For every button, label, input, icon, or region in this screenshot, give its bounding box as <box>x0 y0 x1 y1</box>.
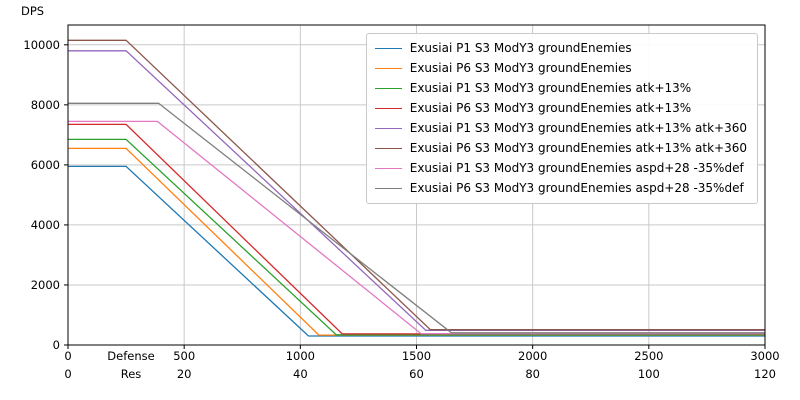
legend-line-swatch <box>374 88 402 89</box>
legend-item: Exusiai P1 S3 ModY3 groundEnemies aspd+2… <box>374 159 747 178</box>
legend-label: Exusiai P6 S3 ModY3 groundEnemies atk+13… <box>409 141 747 155</box>
x-tick-label-defense: 500 <box>173 349 195 363</box>
series-line <box>68 120 765 335</box>
x-tick-label-defense: 0 <box>64 349 71 363</box>
x-tick-label-res: 40 <box>293 367 308 381</box>
legend-line-swatch <box>374 188 402 189</box>
y-tick-label: 10000 <box>23 38 60 52</box>
legend-label: Exusiai P1 S3 ModY3 groundEnemies atk+13… <box>409 81 692 95</box>
x-tick-label-defense: 2500 <box>634 349 663 363</box>
legend-label: Exusiai P1 S3 ModY3 groundEnemies atk+13… <box>409 121 747 135</box>
legend-item: Exusiai P6 S3 ModY3 groundEnemies atk+13… <box>374 99 747 118</box>
x-tick-label-res: 20 <box>177 367 192 381</box>
x-tick-label-defense: 3000 <box>750 349 779 363</box>
y-tick-label: 6000 <box>31 158 60 172</box>
x-tick-label-res: 100 <box>638 367 660 381</box>
legend-line-swatch <box>374 168 402 169</box>
x-tick-label-defense: 2000 <box>518 349 547 363</box>
y-tick-label: 0 <box>53 338 60 352</box>
legend-label: Exusiai P1 S3 ModY3 groundEnemies <box>409 41 632 55</box>
legend-item: Exusiai P6 S3 ModY3 groundEnemies <box>374 59 747 78</box>
y-tick-label: 2000 <box>31 278 60 292</box>
series-line <box>68 102 765 334</box>
x-tick-label-res: 80 <box>525 367 540 381</box>
x-tick-label-defense: 1500 <box>402 349 431 363</box>
legend-line-swatch <box>374 128 402 129</box>
x-tick-label-res: 0 <box>64 367 71 381</box>
legend-label: Exusiai P6 S3 ModY3 groundEnemies atk+13… <box>409 101 692 115</box>
legend-item: Exusiai P6 S3 ModY3 groundEnemies aspd+2… <box>374 179 747 198</box>
legend-label: Exusiai P6 S3 ModY3 groundEnemies <box>409 61 632 75</box>
legend-line-swatch <box>374 68 402 69</box>
x-tick-label-defense: 1000 <box>286 349 315 363</box>
legend-item: Exusiai P1 S3 ModY3 groundEnemies atk+13… <box>374 79 747 98</box>
legend-item: Exusiai P1 S3 ModY3 groundEnemies <box>374 39 747 58</box>
legend: Exusiai P1 S3 ModY3 groundEnemies Exusiai… <box>365 33 758 204</box>
series-line <box>68 138 765 336</box>
y-tick-label: 4000 <box>31 218 60 232</box>
x-axis-title-defense: Defense <box>107 349 154 363</box>
legend-line-swatch <box>374 48 402 49</box>
y-tick-label: 8000 <box>31 98 60 112</box>
series-line <box>68 39 765 331</box>
legend-label: Exusiai P1 S3 ModY3 groundEnemies aspd+2… <box>409 161 744 175</box>
legend-item: Exusiai P6 S3 ModY3 groundEnemies atk+13… <box>374 139 747 158</box>
legend-line-swatch <box>374 148 402 149</box>
legend-item: Exusiai P1 S3 ModY3 groundEnemies atk+13… <box>374 119 747 138</box>
legend-line-swatch <box>374 108 402 109</box>
x-tick-label-res: 120 <box>754 367 776 381</box>
x-tick-label-res: 60 <box>409 367 424 381</box>
x-axis-title-res: Res <box>121 367 142 381</box>
legend-label: Exusiai P6 S3 ModY3 groundEnemies aspd+2… <box>409 181 744 195</box>
series-line <box>68 165 765 337</box>
y-axis-title: DPS <box>21 4 45 18</box>
